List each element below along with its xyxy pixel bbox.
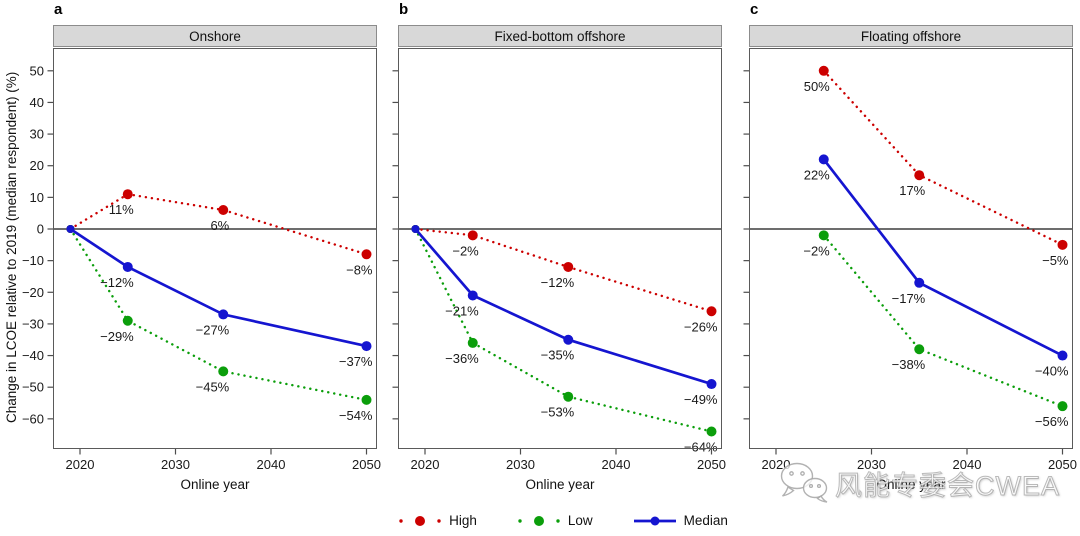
svg-text:2020: 2020	[762, 457, 791, 472]
legend-item-low: Low	[517, 513, 593, 528]
svg-text:−10: −10	[22, 253, 44, 268]
svg-text:17%: 17%	[899, 183, 925, 198]
svg-text:2020: 2020	[66, 457, 95, 472]
svg-text:0: 0	[37, 222, 44, 237]
svg-text:−20: −20	[22, 285, 44, 300]
svg-text:11%: 11%	[109, 202, 134, 217]
svg-text:−2%: −2%	[803, 243, 830, 258]
svg-text:2050: 2050	[697, 457, 726, 472]
svg-text:−30: −30	[22, 316, 44, 331]
svg-text:2040: 2040	[602, 457, 631, 472]
high-series-swatch-icon	[399, 515, 441, 526]
svg-text:−38%: −38%	[892, 357, 926, 372]
svg-text:−35%: −35%	[541, 348, 575, 363]
svg-text:2050: 2050	[1048, 457, 1077, 472]
svg-text:2050: 2050	[352, 457, 381, 472]
legend-label-low: Low	[567, 513, 593, 528]
svg-text:−54%: −54%	[339, 408, 373, 423]
svg-text:−36%: −36%	[445, 351, 479, 366]
svg-text:30: 30	[30, 127, 44, 142]
plot-area-floating: 2020 2030 2040 2050 50% 17% −5% −2% −38% −56% 22% −…	[743, 48, 1077, 472]
svg-text:−29%: −29%	[100, 329, 134, 344]
panel-floating-offshore: c Floating offshore 2020 2030 2040 2050 50% 1…	[743, 1, 1077, 492]
svg-text:−37%: −37%	[339, 354, 373, 369]
svg-text:2040: 2040	[257, 457, 286, 472]
svg-text:−12%: −12%	[100, 275, 134, 290]
svg-text:−12%: −12%	[541, 275, 575, 290]
svg-text:−60: −60	[22, 411, 44, 426]
svg-text:−45%: −45%	[196, 379, 230, 394]
panel-onshore: a Onshore 50 40 30 20 10 0 −10 −20 −30 −40 −50 −60 2…	[22, 1, 381, 492]
svg-text:2030: 2030	[161, 457, 190, 472]
x-axis-title-floating: Online year	[876, 477, 946, 492]
panel-title-onshore: Onshore	[189, 28, 241, 44]
svg-text:50: 50	[30, 63, 44, 78]
low-series-swatch-icon	[518, 515, 560, 526]
panel-strip-onshore: Onshore	[53, 25, 377, 47]
svg-text:22%: 22%	[804, 167, 830, 182]
svg-text:2030: 2030	[506, 457, 535, 472]
svg-text:2020: 2020	[411, 457, 440, 472]
svg-text:2030: 2030	[857, 457, 886, 472]
panel-strip-fixed-bottom: Fixed-bottom offshore	[398, 25, 722, 47]
svg-text:50%: 50%	[804, 79, 830, 94]
svg-text:−50: −50	[22, 380, 44, 395]
svg-text:−53%: −53%	[541, 405, 575, 420]
panel-letter-a: a	[54, 1, 63, 18]
y-axis-title: Change in LCOE relative to 2019 (median …	[4, 71, 19, 424]
plot-area-fixed-bottom: 2020 2030 2040 2050 −2% −12% −26% −36% −53% −64% −…	[392, 48, 726, 472]
svg-text:−26%: −26%	[684, 319, 718, 334]
svg-text:10: 10	[30, 190, 44, 205]
svg-text:−40: −40	[22, 348, 44, 363]
svg-text:−2%: −2%	[452, 243, 479, 258]
median-series-swatch-icon	[633, 516, 676, 525]
legend-label-median: Median	[683, 513, 728, 528]
panel-letter-b: b	[399, 1, 409, 18]
svg-text:−49%: −49%	[684, 392, 718, 407]
legend: High Low Median	[53, 513, 1073, 528]
svg-text:−17%: −17%	[892, 291, 926, 306]
panel-letter-c: c	[750, 1, 759, 18]
svg-text:2040: 2040	[953, 457, 982, 472]
svg-text:−64%: −64%	[684, 439, 718, 454]
panel-title-floating: Floating offshore	[860, 28, 962, 44]
panel-fixed-bottom-offshore: b Fixed-bottom offshore 2020 2030 2040 2050…	[392, 1, 726, 492]
svg-text:−8%: −8%	[346, 262, 373, 277]
svg-text:40: 40	[30, 95, 44, 110]
panel-strip-floating: Floating offshore	[749, 25, 1073, 47]
x-axis-title-onshore: Online year	[180, 477, 250, 492]
panel-title-fixed-bottom: Fixed-bottom offshore	[494, 28, 626, 44]
legend-item-high: High	[398, 513, 477, 528]
svg-text:−21%: −21%	[445, 303, 479, 318]
svg-text:−27%: −27%	[196, 322, 230, 337]
plot-area-onshore: 50 40 30 20 10 0 −10 −20 −30 −40 −50 −60 2020 2030 204…	[22, 48, 381, 472]
svg-text:−40%: −40%	[1035, 364, 1069, 379]
svg-text:−5%: −5%	[1042, 253, 1069, 268]
x-axis-title-fixed-bottom: Online year	[525, 477, 595, 492]
svg-text:20: 20	[30, 158, 44, 173]
svg-text:−56%: −56%	[1035, 414, 1069, 429]
svg-text:6%: 6%	[210, 218, 229, 233]
legend-label-high: High	[449, 513, 477, 528]
legend-item-median: Median	[633, 513, 728, 528]
